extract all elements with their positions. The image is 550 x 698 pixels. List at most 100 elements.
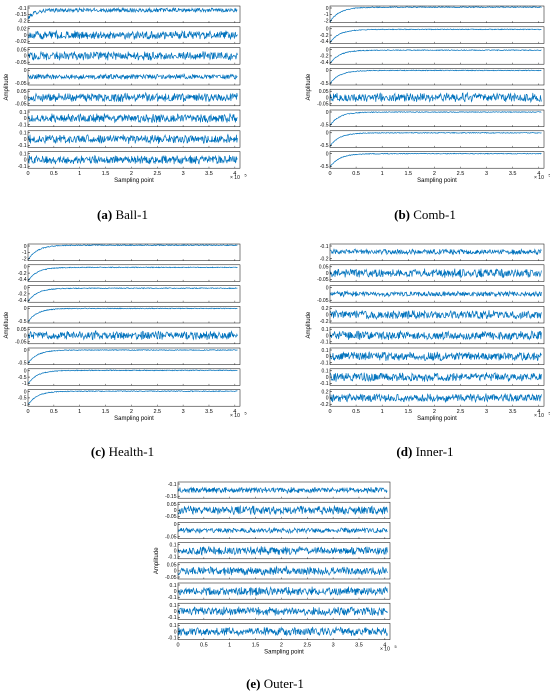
caption-outer-1: (e) Outer-1 [150,676,400,692]
x-axis-multiplier-exponent: 5 [245,412,247,416]
signal-trace [27,287,238,302]
caption-inner-1: (d) Inner-1 [300,444,550,460]
x-tick-label: 4 [383,643,386,649]
y-tick-label: -0.2 [320,54,329,60]
y-tick-label: 0.1 [322,327,329,333]
y-tick-label: 0 [24,333,27,339]
y-tick-label: 0 [326,110,329,116]
signal-trace [329,309,542,321]
x-axis-multiplier: × 10 [534,175,544,181]
caption-letter: (d) [396,444,413,459]
y-tick-label: 0.1 [322,348,329,354]
panel-health-1: 0 -1 -2 0 -0.2 -0.4 0 -0.2 -0.4 0 -0.5 0.05 0 -0.05 0-… [0,238,247,463]
x-tick-label: 3 [485,171,488,177]
x-tick-label: 2 [433,409,436,415]
subplot-frame [329,5,545,23]
subplot-8: 0.10-0.1 [168,623,391,641]
x-tick-label: 1 [381,171,384,177]
y-tick-label: -0.5 [18,375,27,381]
y-tick-label: -0.05 [15,60,27,66]
y-tick-label: -0.1 [168,615,177,621]
y-tick-label: -0.4 [18,277,27,283]
x-tick-label: 0.5 [50,171,58,177]
x-tick-label: 0 [26,409,29,415]
y-tick-label: -0.1 [320,340,329,346]
y-tick-label: 0 [24,137,27,143]
y-tick-label: 0 [326,271,329,277]
subplot-1: -0.1-0.15-0.2 [15,5,241,24]
y-tick-label: -0.5 [320,164,329,170]
panel-comb-1: 0 -1 -2 0 -0.2 -0.4 0 -0.2 -0.4 0 -0.5 0.05 0 -0.05 0-… [300,0,550,225]
x-tick-label: 0.5 [200,643,208,649]
signal-trace [27,6,238,20]
subplot-frame [329,243,545,261]
y-tick-label: 0 [326,27,329,33]
subplot-5: 0.10-0.1 [320,326,545,346]
caption-comb-1: (b) Comb-1 [300,207,550,223]
x-tick-label: 1.5 [102,171,110,177]
x-tick-label: 1 [228,643,231,649]
y-tick-label: -1 [22,381,27,387]
x-tick-label: 4 [537,171,540,177]
x-tick-label: 4 [233,171,236,177]
y-tick-label: 0 [24,158,27,164]
caption-letter: (b) [394,207,410,222]
subplot-3: 0-0.2-0.4 [320,47,545,66]
subplot-7: 0-0.5-1 [18,368,241,387]
y-tick-label: 0 [24,244,27,250]
subplot-7: 0.10-0.1 [168,602,391,621]
x-tick-label: 3.5 [205,409,213,415]
y-tick-label: 0 [174,609,177,615]
caption-letter: (e) [246,676,261,691]
y-tick-label: -0.05 [165,514,177,520]
x-axis-multiplier: × 10 [534,413,544,419]
y-tick-label: -0.2 [18,271,27,277]
signal-trace [27,91,238,103]
x-axis-multiplier-exponent: 5 [395,645,397,649]
y-tick-label: -2 [324,18,329,24]
subplot-2: 0-0.2-0.4 [18,264,241,283]
y-tick-label: -0.2 [320,319,329,325]
y-tick-label: 0 [24,33,27,39]
subplot-3: 0 -0.05 [165,522,391,540]
signal-trace [27,112,238,124]
x-tick-label: 1 [78,171,81,177]
subplot-4: 0.10-0.1 [168,542,391,561]
y-tick-label: -0.1 [320,360,329,366]
y-tick-label: 0.05 [17,327,27,333]
panel-inner-1: -0.1 -0.2 0.05 0 -0.05 0 -0.05 0.2 0 -0.2 0.1 0 -0.1… [300,238,550,463]
y-axis-label: Amplitude [154,547,160,574]
caption-ball-1: (a) Ball-1 [0,207,245,223]
y-axis-label: Amplitude [306,73,312,100]
y-tick-label: 0.1 [20,131,27,137]
x-tick-label: 2 [280,643,283,649]
y-tick-label: -0.5 [18,360,27,366]
subplot-frame [27,68,241,86]
y-tick-label: 0.1 [170,623,177,629]
y-axis-label: Amplitude [4,311,10,338]
y-tick-label: -0.2 [18,18,27,24]
y-tick-label: -0.4 [320,60,329,66]
subplot-frame [329,109,545,127]
x-tick-label: 0.5 [50,409,58,415]
y-tick-label: 0.02 [17,27,27,33]
chart-ball-1: -0.1-0.15-0.20.020-0.020.050-0.050-0.050… [4,5,247,184]
y-tick-label: -0.5 [320,143,329,149]
signal-trace [329,6,542,23]
subplot-7: 0 -0.5 [320,130,545,149]
signal-trace [177,586,388,596]
subplot-3: 0.050-0.05 [15,47,241,66]
x-tick-label: 0.5 [352,409,360,415]
subplot-frame [177,481,391,499]
signal-trace [177,606,388,617]
signal-trace [27,330,238,341]
subplot-frame [329,68,545,86]
x-axis-label: Sampling point [264,650,304,656]
signal-trace [27,29,238,41]
subplot-frame [27,243,241,261]
signal-trace [329,28,542,44]
x-tick-label: 3 [332,643,335,649]
caption-letter: (a) [97,207,113,222]
subplot-6: 0.10-0.1 [168,582,391,601]
signal-trace [27,369,238,384]
